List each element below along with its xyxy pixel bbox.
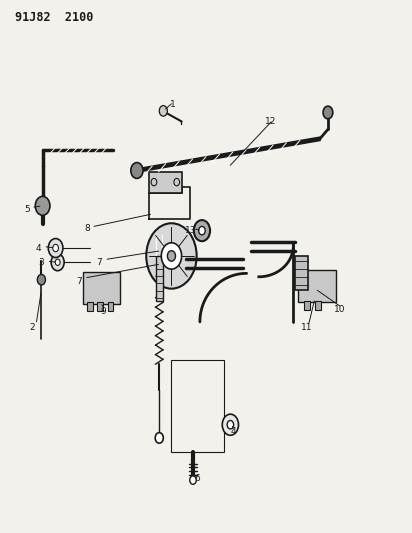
Circle shape: [199, 227, 205, 235]
Text: 12: 12: [265, 117, 276, 126]
Text: 2: 2: [29, 322, 35, 332]
Text: 13: 13: [185, 226, 196, 235]
Circle shape: [190, 476, 196, 484]
Circle shape: [194, 220, 210, 241]
Circle shape: [159, 106, 167, 116]
Circle shape: [222, 414, 239, 435]
Text: 6: 6: [194, 474, 200, 483]
Circle shape: [131, 163, 143, 179]
Circle shape: [161, 243, 182, 269]
Bar: [315, 301, 321, 310]
Bar: [149, 172, 182, 192]
Text: 4: 4: [231, 426, 236, 435]
FancyBboxPatch shape: [298, 270, 337, 302]
Bar: [304, 301, 310, 310]
Circle shape: [323, 106, 333, 119]
Text: 8: 8: [84, 224, 90, 233]
Circle shape: [35, 196, 50, 215]
Text: 7: 7: [76, 277, 82, 286]
Circle shape: [37, 274, 45, 285]
Text: 1: 1: [170, 100, 176, 109]
Bar: [295, 256, 308, 290]
Text: 7: 7: [97, 258, 103, 267]
Circle shape: [146, 223, 197, 289]
Circle shape: [51, 254, 64, 271]
Text: 4: 4: [36, 244, 41, 253]
Bar: [171, 360, 224, 452]
Bar: [108, 302, 113, 311]
Text: 9: 9: [101, 307, 106, 316]
Bar: [98, 302, 103, 311]
Text: 11: 11: [301, 322, 313, 332]
Text: 3: 3: [38, 259, 44, 268]
Bar: [157, 256, 162, 301]
Circle shape: [227, 421, 234, 429]
Circle shape: [53, 244, 59, 252]
Text: 5: 5: [24, 205, 30, 214]
FancyBboxPatch shape: [83, 272, 120, 304]
Text: 10: 10: [335, 305, 346, 314]
Text: 91J82  2100: 91J82 2100: [15, 11, 94, 24]
Bar: [87, 302, 93, 311]
Circle shape: [48, 239, 63, 257]
Circle shape: [55, 259, 60, 265]
Circle shape: [155, 433, 163, 443]
Circle shape: [167, 251, 176, 261]
